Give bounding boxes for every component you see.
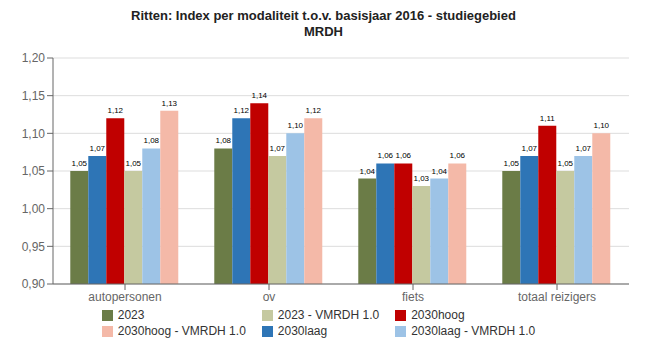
svg-text:1,05: 1,05: [557, 159, 573, 168]
html-text:2023: 2023: [117, 308, 145, 322]
svg-text:1,06: 1,06: [449, 151, 465, 160]
svg-text:1,10: 1,10: [287, 121, 303, 130]
svg-text:1,11: 1,11: [540, 114, 556, 123]
svg-text:1,10: 1,10: [22, 127, 46, 141]
html-text:2030laag - VMRDH 1.0: 2030laag - VMRDH 1.0: [411, 324, 536, 338]
svg-text:1,04: 1,04: [431, 167, 447, 176]
svg-text:1,07: 1,07: [521, 144, 537, 153]
svg-text:1,12: 1,12: [305, 106, 321, 115]
svg-text:1,20: 1,20: [22, 51, 46, 65]
svg-text:1,10: 1,10: [593, 121, 609, 130]
svg-text:1,03: 1,03: [413, 174, 429, 183]
html-text:Ritten: Index per modaliteit t: Ritten: Index per modaliteit t.o.v. basi…: [131, 8, 516, 23]
svg-text:1,05: 1,05: [503, 159, 519, 168]
svg-text:1,12: 1,12: [107, 106, 123, 115]
svg-text:1,05: 1,05: [22, 164, 46, 178]
svg-text:1,07: 1,07: [269, 144, 285, 153]
svg-text:1,00: 1,00: [22, 202, 46, 216]
svg-text:1,04: 1,04: [359, 167, 375, 176]
svg-text:ov: ov: [263, 290, 276, 304]
html-text:2030laag: 2030laag: [277, 324, 328, 338]
svg-text:1,08: 1,08: [143, 136, 159, 145]
html-text:2023 - VMRDH 1.0: 2023 - VMRDH 1.0: [277, 308, 380, 322]
svg-text:1,13: 1,13: [161, 99, 177, 108]
svg-text:1,08: 1,08: [215, 136, 231, 145]
svg-text:1,06: 1,06: [377, 151, 393, 160]
svg-text:1,14: 1,14: [251, 91, 267, 100]
svg-text:1,05: 1,05: [125, 159, 141, 168]
svg-text:1,05: 1,05: [71, 159, 87, 168]
svg-text:totaal reizigers: totaal reizigers: [518, 290, 596, 304]
svg-text:1,07: 1,07: [89, 144, 105, 153]
svg-text:1,06: 1,06: [395, 151, 411, 160]
html-text:2030hoog: 2030hoog: [411, 308, 465, 322]
svg-text:1,07: 1,07: [575, 144, 591, 153]
svg-text:autopersonen: autopersonen: [88, 290, 161, 304]
html-text:2030hoog - VMRDH 1.0: 2030hoog - VMRDH 1.0: [117, 324, 246, 338]
svg-text:0,90: 0,90: [22, 277, 46, 291]
svg-text:0,95: 0,95: [22, 240, 46, 254]
svg-text:1,15: 1,15: [22, 89, 46, 103]
svg-text:1,12: 1,12: [233, 106, 249, 115]
svg-text:fiets: fiets: [402, 290, 424, 304]
html-text:MRDH: MRDH: [304, 24, 343, 39]
